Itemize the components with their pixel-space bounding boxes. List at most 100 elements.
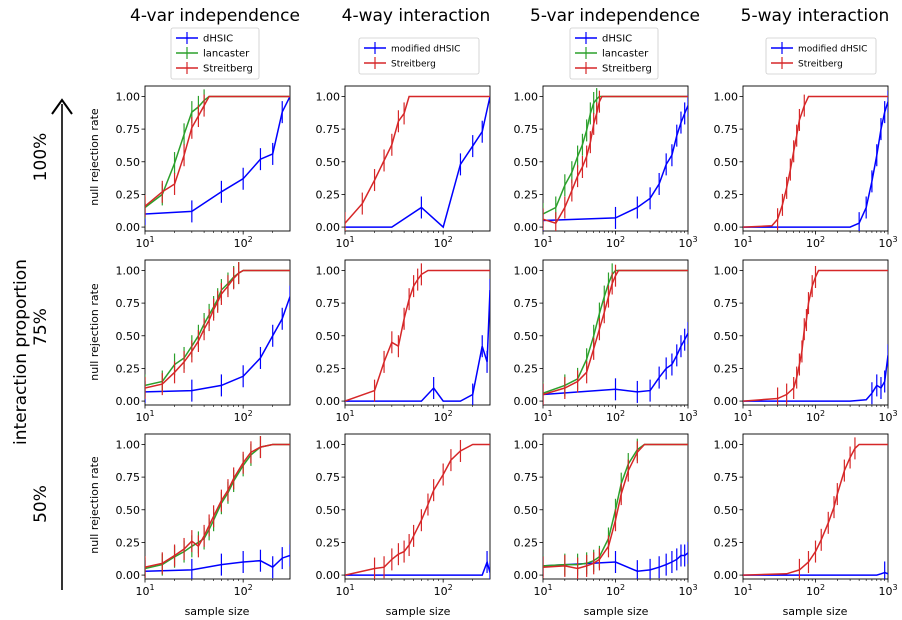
y-tick-label: 0.75 (714, 297, 739, 310)
legend-entry: Streitberg (798, 60, 843, 70)
x-tick-label: 102 (606, 409, 625, 424)
y-tick-label: 0.00 (714, 221, 739, 234)
y-tick-label: 0.00 (116, 569, 141, 582)
plot-area (345, 263, 490, 405)
interaction-proportion-arrow (51, 98, 73, 590)
series-line-streitberg (543, 443, 688, 570)
y-tick-label: 0.00 (316, 395, 341, 408)
x-tick-label: 101 (733, 235, 752, 250)
series-line-modified-dhsic (345, 96, 490, 229)
y-tick-label: 0.75 (714, 471, 739, 484)
panel-r1-c3: 0.00 0.25 0.50 0.75 1.00 101 102 103 (514, 85, 698, 250)
panel-r3-c3: 0.00 0.25 0.50 0.75 1.00 101 102 103 (514, 433, 698, 598)
y-tick-label: 0.50 (116, 504, 141, 517)
y-tick-label: 0.25 (714, 362, 739, 375)
series-line-dhsic (145, 554, 290, 572)
col-title-3: 5-var independence (530, 6, 700, 26)
series-line-modified-dhsic (345, 289, 490, 402)
x-tick-label: 103 (878, 583, 897, 598)
y-tick-label: 0.25 (514, 188, 539, 201)
x-tick-label: 101 (135, 409, 154, 424)
y-tick-label: 0.00 (514, 221, 539, 234)
x-tick-label: 101 (533, 583, 552, 598)
axes-frame (344, 433, 491, 580)
panel-r1-c4: 0.00 0.25 0.50 0.75 1.00 101 102 103 (714, 85, 898, 250)
y-tick-label: 0.00 (316, 221, 341, 234)
series-line-modified-dhsic (345, 559, 490, 576)
y-tick-label: 1.00 (514, 438, 539, 451)
plot-area (743, 437, 888, 579)
x-tick-label: 102 (434, 583, 453, 598)
y-tick-label: 1.00 (116, 438, 141, 451)
x-tick-label: 102 (806, 235, 825, 250)
ylabel-row-2: null rejection rate (88, 283, 101, 381)
y-tick-label: 1.00 (116, 90, 141, 103)
x-tick-label: 101 (135, 583, 154, 598)
y-tick-label: 1.00 (714, 438, 739, 451)
y-tick-label: 0.25 (714, 536, 739, 549)
y-tick-label: 0.25 (514, 362, 539, 375)
series-line-streitberg (145, 269, 290, 389)
y-tick-label: 0.50 (316, 330, 341, 343)
axes-frame (344, 85, 491, 232)
y-tick-label: 1.00 (514, 90, 539, 103)
y-tick-label: 0.50 (116, 156, 141, 169)
y-tick-label: 0.50 (514, 330, 539, 343)
y-tick-label: 0.75 (316, 471, 341, 484)
legend-2: modified dHSIC Streitberg (358, 37, 480, 75)
panel-r3-c2: 0.00 0.25 0.50 0.75 1.00 101 102 (316, 433, 491, 598)
legend-entry: dHSIC (203, 34, 233, 45)
y-tick-label: 0.00 (514, 395, 539, 408)
x-tick-label: 102 (234, 409, 253, 424)
panel-r2-c2: 0.00 0.25 0.50 0.75 1.00 101 102 (316, 259, 491, 424)
plot-area (743, 265, 888, 405)
axes-frame (144, 259, 291, 406)
y-tick-label: 0.75 (514, 471, 539, 484)
series-line-streitberg (543, 95, 688, 225)
y-tick-label: 1.00 (116, 264, 141, 277)
y-tick-label: 0.50 (316, 156, 341, 169)
xlabel-col-2: sample size (386, 605, 451, 618)
y-tick-label: 0.50 (714, 156, 739, 169)
panel-r2-c4: 0.00 0.25 0.50 0.75 1.00 101 102 103 (714, 259, 898, 424)
series-line-modified-dhsic (743, 355, 888, 402)
axes-frame (344, 259, 491, 406)
y-tick-label: 1.00 (316, 90, 341, 103)
series-line-lancaster (145, 443, 290, 570)
y-tick-label: 0.50 (714, 330, 739, 343)
legend-1: dHSIC lancaster Streitberg (170, 27, 260, 80)
series-line-dhsic (145, 96, 290, 215)
axes-frame (144, 433, 291, 580)
ylabel-row-1: null rejection rate (88, 108, 101, 206)
plot-area (145, 436, 290, 579)
x-tick-label: 101 (733, 583, 752, 598)
series-line-streitberg (345, 443, 490, 576)
side-label: interaction proportion (11, 259, 31, 445)
y-tick-label: 0.00 (116, 395, 141, 408)
y-tick-label: 0.25 (116, 536, 141, 549)
plot-area (345, 439, 490, 579)
y-tick-label: 0.00 (514, 569, 539, 582)
y-tick-label: 0.00 (714, 569, 739, 582)
y-tick-label: 0.25 (714, 188, 739, 201)
y-tick-label: 0.25 (116, 188, 141, 201)
series-line-lancaster (145, 95, 290, 209)
legend-entry: Streitberg (203, 64, 253, 75)
y-tick-label: 0.75 (116, 123, 141, 136)
y-tick-label: 1.00 (714, 264, 739, 277)
x-tick-label: 103 (678, 409, 697, 424)
xlabel-col-4: sample size (783, 605, 848, 618)
col-title-2: 4-way interaction (342, 6, 491, 26)
y-tick-label: 1.00 (316, 438, 341, 451)
series-line-streitberg (743, 443, 888, 576)
series-line-streitberg (743, 269, 888, 402)
y-tick-label: 1.00 (514, 264, 539, 277)
y-tick-label: 0.75 (514, 297, 539, 310)
legend-entry: modified dHSIC (391, 45, 460, 55)
ylabel-row-3: null rejection rate (88, 456, 101, 554)
plot-area (345, 95, 490, 231)
series-line-modified-dhsic (743, 571, 888, 576)
x-tick-label: 101 (135, 235, 154, 250)
series-line-streitberg (145, 443, 290, 568)
